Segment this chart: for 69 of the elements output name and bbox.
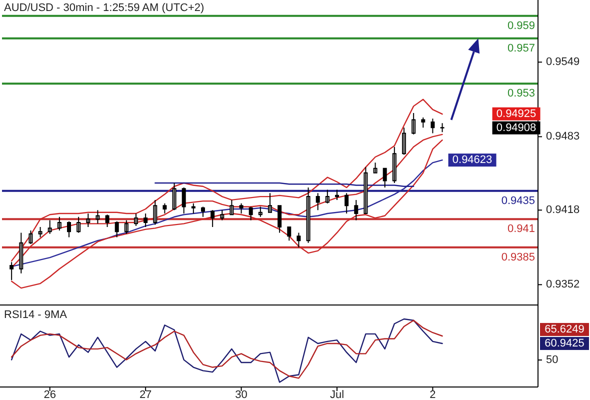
candlestick: [392, 146, 396, 184]
candlestick: [162, 202, 167, 214]
ref-line-label: 0.953: [507, 88, 535, 100]
candlestick: [278, 205, 282, 234]
candlestick: [86, 213, 90, 228]
y-tick-label: 0.9549: [546, 56, 580, 68]
x-tick-label: 27: [139, 389, 152, 400]
ref-line-label: 0.959: [507, 20, 535, 32]
candlestick: [440, 122, 444, 133]
candlestick: [172, 182, 176, 211]
candlestick: [430, 118, 435, 134]
x-tick-label: 30: [235, 389, 248, 400]
y-tick-label: 0.9483: [546, 130, 580, 143]
candlestick: [373, 162, 378, 174]
candlestick: [48, 220, 52, 234]
ref-line-label: 0.941: [507, 223, 535, 236]
candlestick: [316, 192, 320, 211]
annotation: 0.94908: [496, 122, 536, 134]
candlestick: [306, 187, 310, 244]
candlestick: [354, 199, 358, 221]
y-tick-label: 0.9352: [546, 278, 580, 291]
candlestick: [248, 206, 253, 221]
candlestick: [382, 168, 387, 188]
candlestick: [38, 226, 42, 238]
chart-title: RSI14 - 9MA: [4, 309, 68, 321]
ref-line-label: 0.9435: [501, 194, 535, 207]
candlestick: [210, 210, 215, 228]
candlestick: [402, 127, 406, 156]
candlestick: [421, 116, 426, 128]
candlestick: [57, 216, 62, 231]
candlestick: [76, 216, 81, 234]
candlestick: [230, 199, 234, 216]
annotation: 0.94925: [496, 108, 536, 120]
candlestick: [344, 192, 349, 214]
candlestick: [287, 226, 292, 242]
x-tick-label: Jul: [330, 389, 344, 400]
candlestick: [364, 166, 368, 214]
x-tick-label: 2: [430, 389, 436, 400]
x-tick-label: 26: [44, 389, 56, 400]
candlestick: [335, 189, 339, 200]
candlestick: [296, 232, 301, 248]
candlestick: [201, 206, 205, 218]
candlestick: [153, 199, 158, 226]
candlestick: [124, 220, 128, 234]
text: 65.6249: [544, 323, 584, 336]
candlestick: [412, 112, 416, 135]
candlestick: [191, 202, 196, 214]
candlestick: [220, 210, 224, 221]
candlestick: [258, 206, 262, 218]
text: 50: [546, 354, 558, 366]
ref-line-label: 0.957: [507, 42, 535, 54]
candlestick: [67, 220, 71, 238]
candlestick: [19, 232, 24, 274]
candlestick: [144, 213, 148, 228]
y-tick-label: 0.9418: [546, 204, 580, 216]
candlestick: [239, 202, 244, 214]
candlestick: [268, 192, 272, 213]
data-label: 0.94623: [452, 154, 492, 166]
chart-title: AUD/USD - 30min - 1:25:59 AM (UTC+2): [4, 2, 204, 14]
candlestick: [105, 214, 110, 228]
ref-line-label: 0.9385: [501, 251, 535, 264]
candlestick: [134, 213, 138, 226]
text: 60.9425: [544, 337, 584, 350]
candlestick: [28, 230, 33, 244]
candlestick: [96, 210, 100, 224]
candlestick: [182, 187, 186, 214]
candlestick: [114, 220, 119, 238]
candlestick: [325, 189, 330, 204]
candlestick: [10, 262, 14, 281]
